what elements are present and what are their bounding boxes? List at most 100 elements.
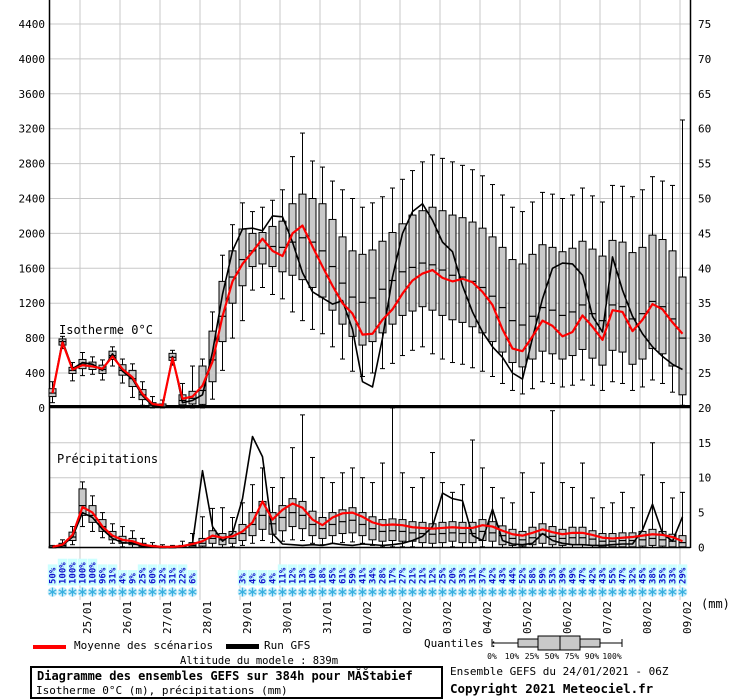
- box-plot-step: [548, 246, 557, 355]
- box-plot-step: [638, 530, 647, 547]
- svg-text:50: 50: [698, 193, 711, 206]
- mean-line-label: Moyenne des scénarios: [74, 639, 214, 652]
- box-plot-step: [568, 247, 577, 357]
- svg-text:41%: 41%: [359, 567, 369, 584]
- footer-title-box: Diagramme des ensembles GEFS sur 384h po…: [30, 666, 443, 699]
- svg-text:70: 70: [698, 53, 711, 66]
- quantiles-label: Quantiles :: [424, 637, 497, 650]
- box-plot-step: [278, 505, 287, 532]
- svg-text:100%: 100%: [79, 562, 89, 584]
- box-plot-step: [478, 519, 487, 542]
- svg-text:0: 0: [698, 542, 705, 555]
- box-plot-step: [648, 528, 657, 546]
- zero-metre-axis: [49, 405, 691, 409]
- svg-text:11%: 11%: [279, 567, 289, 584]
- box-plot-step: [398, 223, 407, 316]
- precip-mean-line: [52, 500, 683, 548]
- svg-text:3200: 3200: [19, 123, 46, 136]
- svg-text:07/02: 07/02: [601, 601, 614, 634]
- svg-text:21%: 21%: [409, 567, 419, 584]
- box-plot-step: [408, 214, 417, 312]
- svg-text:22%: 22%: [179, 567, 189, 584]
- svg-text:100%: 100%: [69, 562, 79, 584]
- quantile-tick: 25%: [524, 652, 540, 661]
- quantile-tick: 10%: [504, 652, 520, 661]
- svg-text:2000: 2000: [19, 227, 46, 240]
- quantiles-key-glyph: [491, 635, 623, 651]
- box-plot-step: [568, 526, 577, 546]
- box-plot-step: [518, 263, 527, 368]
- svg-text:45: 45: [698, 227, 711, 240]
- box-plot-step: [308, 198, 317, 288]
- box-plot-step: [78, 488, 87, 516]
- svg-text:40: 40: [698, 262, 711, 275]
- svg-text:31%: 31%: [469, 567, 479, 584]
- svg-text:800: 800: [25, 332, 45, 345]
- box-plot-step: [488, 236, 497, 343]
- svg-text:13%: 13%: [299, 567, 309, 584]
- svg-text:28%: 28%: [379, 567, 389, 584]
- svg-text:4000: 4000: [19, 53, 46, 66]
- svg-text:32%: 32%: [159, 567, 169, 584]
- svg-text:42%: 42%: [589, 567, 599, 584]
- svg-text:50%: 50%: [49, 567, 59, 584]
- box-plot-step: [598, 533, 607, 548]
- quantile-tick: 0%: [487, 652, 497, 661]
- svg-text:05/02: 05/02: [521, 601, 534, 634]
- svg-text:4%: 4%: [119, 573, 129, 584]
- svg-text:17%: 17%: [389, 567, 399, 584]
- svg-text:25: 25: [698, 367, 711, 380]
- gfs-line-swatch: [226, 644, 259, 649]
- box-plot-step: [398, 519, 407, 542]
- mm-unit-label: (mm): [701, 597, 730, 611]
- copyright: Copyright 2021 Meteociel.fr: [450, 681, 654, 696]
- svg-text:43%: 43%: [499, 567, 509, 584]
- box-plot-step: [458, 217, 467, 323]
- svg-text:15: 15: [698, 437, 711, 450]
- svg-text:4%: 4%: [249, 573, 259, 584]
- quantile-tick: 50%: [544, 652, 560, 661]
- box-plot-step: [678, 276, 687, 396]
- svg-text:1600: 1600: [19, 262, 46, 275]
- svg-text:39%: 39%: [559, 567, 569, 584]
- box-plot-step: [668, 250, 677, 367]
- box-plot-step: [578, 240, 587, 350]
- svg-text:44%: 44%: [509, 567, 519, 584]
- box-plot-step: [298, 193, 307, 281]
- box-plot-step: [338, 236, 347, 325]
- box-plot-step: [508, 528, 517, 546]
- svg-text:10: 10: [698, 472, 711, 485]
- date-axis-labels: 25/01 26/01 27/01 28/01 29/01 30/01 31/01 01/02…: [81, 601, 694, 634]
- svg-text:20: 20: [698, 402, 711, 415]
- svg-text:31/01: 31/01: [321, 601, 334, 634]
- svg-text:58%: 58%: [529, 567, 539, 584]
- svg-text:6%: 6%: [259, 573, 269, 584]
- box-plot-step: [488, 521, 497, 542]
- svg-text:100%: 100%: [59, 562, 69, 584]
- box-plot-step: [518, 530, 527, 547]
- svg-text:1200: 1200: [19, 297, 46, 310]
- svg-text:2400: 2400: [19, 193, 46, 206]
- svg-text:2800: 2800: [19, 158, 46, 171]
- svg-text:55%: 55%: [609, 567, 619, 584]
- box-plot-step: [478, 227, 487, 334]
- box-plot-step: [528, 526, 537, 546]
- svg-text:33%: 33%: [459, 567, 469, 584]
- svg-text:26/01: 26/01: [121, 601, 134, 634]
- left-axis-labels: 0 400 800 1200 1600 2000 2400 2800 3200 3600 4000 4…: [19, 18, 46, 415]
- box-plot-step: [618, 532, 627, 548]
- svg-text:30/01: 30/01: [281, 601, 294, 634]
- box-plot-step: [548, 526, 557, 546]
- svg-text:01/02: 01/02: [361, 601, 374, 634]
- box-plot-step: [458, 521, 467, 544]
- box-plot-step: [328, 218, 337, 311]
- isotherm-panel-label: Isotherme 0°C: [59, 323, 153, 337]
- box-plot-step: [648, 234, 657, 350]
- isotherm-mean-line: [51, 224, 684, 407]
- svg-text:27/01: 27/01: [161, 601, 174, 634]
- svg-text:49%: 49%: [569, 567, 579, 584]
- svg-text:5: 5: [698, 507, 705, 520]
- svg-text:30: 30: [698, 332, 711, 345]
- svg-text:18%: 18%: [319, 567, 329, 584]
